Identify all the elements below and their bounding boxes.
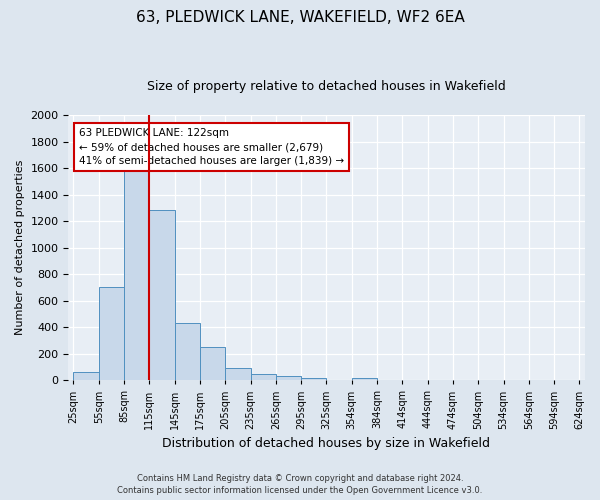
Text: 63, PLEDWICK LANE, WAKEFIELD, WF2 6EA: 63, PLEDWICK LANE, WAKEFIELD, WF2 6EA (136, 10, 464, 25)
X-axis label: Distribution of detached houses by size in Wakefield: Distribution of detached houses by size … (163, 437, 490, 450)
Title: Size of property relative to detached houses in Wakefield: Size of property relative to detached ho… (147, 80, 506, 93)
Bar (251, 374, 276, 380)
Bar (149, 210, 175, 380)
Bar (352, 378, 377, 380)
Bar (200, 347, 225, 380)
Bar (99, 288, 124, 380)
Bar (276, 376, 301, 380)
Text: 63 PLEDWICK LANE: 122sqm
← 59% of detached houses are smaller (2,679)
41% of sem: 63 PLEDWICK LANE: 122sqm ← 59% of detach… (79, 128, 344, 166)
Y-axis label: Number of detached properties: Number of detached properties (15, 160, 25, 336)
Text: Contains HM Land Registry data © Crown copyright and database right 2024.
Contai: Contains HM Land Registry data © Crown c… (118, 474, 482, 495)
Bar (301, 378, 326, 380)
Bar (73, 372, 99, 380)
Bar (225, 368, 251, 380)
Bar (124, 164, 149, 380)
Bar (175, 323, 200, 380)
